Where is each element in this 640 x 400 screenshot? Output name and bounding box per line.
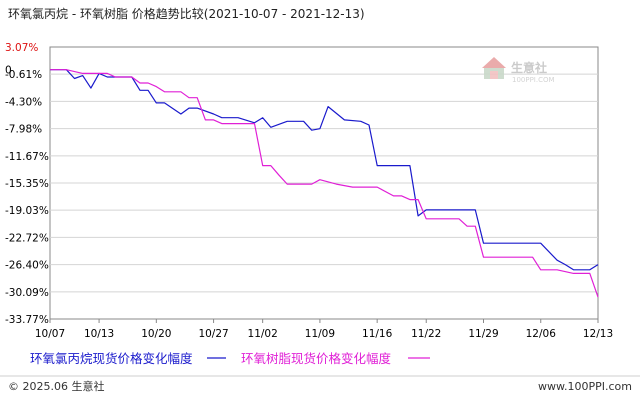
chart-title: 环氧氯丙烷 - 环氧树脂 价格趋势比较(2021-10-07 - 2021-12…: [8, 6, 365, 21]
y-tick-label: 3.07%: [5, 42, 38, 54]
legend: 环氧氯丙烷现货价格变化幅度 环氧树脂现货价格变化幅度: [30, 351, 430, 366]
y-tick-label: -4.30%: [5, 96, 42, 108]
series-line-2: [50, 69, 599, 298]
footer-copyright: © 2025.06 生意社: [8, 379, 104, 393]
y-tick-label: -30.09%: [5, 287, 49, 299]
x-tick-label: 10/27: [198, 328, 228, 340]
watermark-logo-icon: [482, 57, 506, 79]
watermark: 生意社 100PPI.COM: [482, 57, 555, 84]
x-tick-label: 11/29: [468, 328, 498, 340]
y-zero-marker: 0: [5, 65, 12, 77]
x-tick-label: 10/13: [84, 328, 114, 340]
x-tick-label: 11/09: [305, 328, 335, 340]
x-tick-label: 11/16: [362, 328, 393, 340]
series-layer: [50, 69, 599, 298]
x-tick-label: 12/13: [583, 328, 613, 340]
y-tick-label: -7.98%: [5, 124, 42, 136]
y-tick-label: -33.77%: [5, 314, 49, 326]
y-tick-label: -11.67%: [5, 151, 49, 163]
footer-url: www.100PPI.com: [538, 380, 632, 393]
x-tick-label: 11/02: [248, 328, 278, 340]
x-tick-label: 10/20: [141, 328, 171, 340]
y-tick-label: -0.61%: [5, 69, 42, 81]
grid-lines: [50, 73, 598, 293]
y-axis-ticks: 3.07% -0.61% -4.30% -7.98% -11.67% -15.35% -19…: [5, 42, 49, 326]
y-tick-label: -22.72%: [5, 232, 49, 244]
x-tick-label: 12/06: [526, 328, 557, 340]
x-tick-label: 10/07: [35, 328, 65, 340]
legend-label-series2: 环氧树脂现货价格变化幅度: [241, 351, 392, 366]
watermark-url: 100PPI.COM: [512, 76, 555, 84]
x-axis-ticks: 10/07 10/13 10/20 10/27 11/02 11/09 11/16 11/22…: [35, 319, 613, 340]
x-tick-label: 11/22: [411, 328, 441, 340]
y-tick-label: -26.40%: [5, 260, 49, 272]
y-tick-label: -15.35%: [5, 178, 49, 190]
y-tick-label: -19.03%: [5, 205, 49, 217]
watermark-name: 生意社: [511, 60, 547, 75]
legend-label-series1: 环氧氯丙烷现货价格变化幅度: [30, 351, 193, 366]
